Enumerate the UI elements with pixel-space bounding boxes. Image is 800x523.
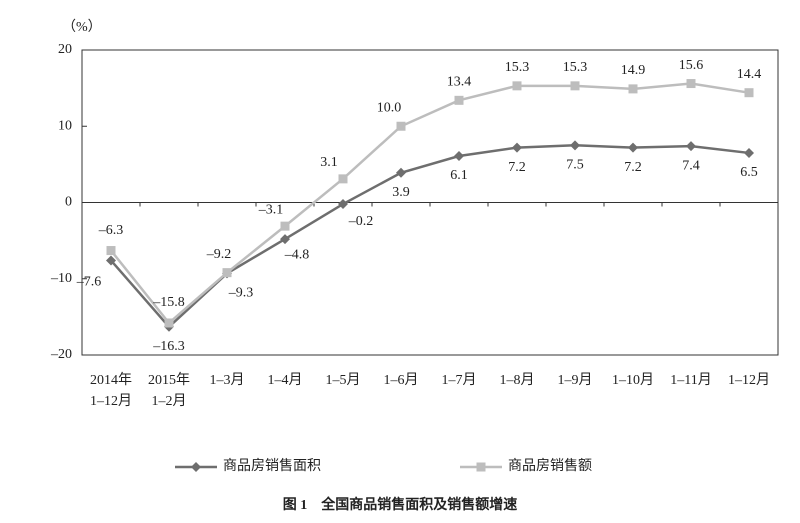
point	[454, 150, 464, 161]
point	[280, 221, 290, 231]
point	[338, 174, 348, 184]
point	[164, 318, 174, 328]
x-tick-label: 1–11月	[670, 372, 711, 388]
point	[396, 167, 406, 178]
data-label: 7.4	[682, 158, 700, 173]
point	[686, 79, 696, 89]
x-tick-label: 1–7月	[442, 372, 477, 388]
data-label: 10.0	[377, 100, 402, 115]
legend-marker	[476, 462, 486, 472]
data-label: 7.5	[566, 158, 584, 173]
y-tick-label: –20	[50, 347, 72, 362]
chart-title: 图 1 全国商品销售面积及销售额增速	[283, 496, 518, 513]
point	[454, 95, 464, 105]
x-tick-label: 1–5月	[326, 372, 361, 388]
data-label: 14.9	[621, 63, 646, 78]
x-tick-label: 1–10月	[612, 372, 654, 388]
data-label: 15.3	[505, 60, 530, 75]
data-label: –7.6	[76, 275, 102, 290]
data-label: 3.1	[320, 155, 338, 170]
x-tick-label: 1–4月	[268, 372, 303, 388]
data-label: 7.2	[508, 160, 526, 175]
series-line	[110, 144, 750, 329]
data-label: –0.2	[348, 214, 374, 229]
point	[106, 246, 116, 256]
data-label: 3.9	[392, 185, 410, 200]
data-label: 15.6	[679, 58, 704, 73]
series-line	[110, 82, 750, 325]
point	[628, 142, 638, 153]
data-label: –9.2	[206, 247, 232, 262]
data-label: 6.1	[450, 168, 468, 183]
x-tick-label: 2014年 1–12月	[90, 372, 132, 409]
point	[396, 121, 406, 131]
point	[106, 255, 116, 266]
y-tick-label: 10	[58, 118, 72, 133]
data-label: –16.3	[152, 339, 185, 354]
legend-label: 商品房销售面积	[223, 458, 321, 474]
x-tick-label: 1–12月	[728, 372, 770, 388]
y-tick-label: 20	[58, 42, 72, 57]
y-tick-label: –10	[50, 271, 72, 286]
data-label: –4.8	[284, 247, 310, 262]
point	[222, 268, 232, 278]
point	[628, 84, 638, 94]
point	[744, 88, 754, 98]
point	[280, 234, 290, 245]
point	[570, 81, 580, 91]
data-label: 6.5	[740, 165, 758, 180]
data-label: –9.3	[228, 286, 254, 301]
point	[512, 81, 522, 91]
data-label: 7.2	[624, 160, 642, 175]
data-label: –15.8	[152, 295, 185, 310]
point	[744, 147, 754, 158]
x-tick-label: 1–6月	[384, 372, 419, 388]
data-label: –6.3	[98, 223, 124, 238]
data-label: 15.3	[563, 60, 588, 75]
point	[512, 142, 522, 153]
y-tick-label: 0	[65, 195, 72, 210]
point	[570, 140, 580, 151]
x-tick-label: 1–9月	[558, 372, 593, 388]
data-label: 14.4	[737, 67, 762, 82]
x-tick-label: 1–3月	[210, 372, 245, 388]
legend-label: 商品房销售额	[508, 458, 592, 474]
point	[686, 141, 696, 152]
y-unit: （%）	[62, 19, 102, 35]
x-tick-label: 1–8月	[500, 372, 535, 388]
data-label: 13.4	[447, 75, 472, 90]
x-tick-label: 2015年 1–2月	[148, 372, 190, 409]
legend-marker	[191, 462, 201, 472]
point	[338, 199, 348, 210]
data-label: –3.1	[258, 202, 284, 217]
